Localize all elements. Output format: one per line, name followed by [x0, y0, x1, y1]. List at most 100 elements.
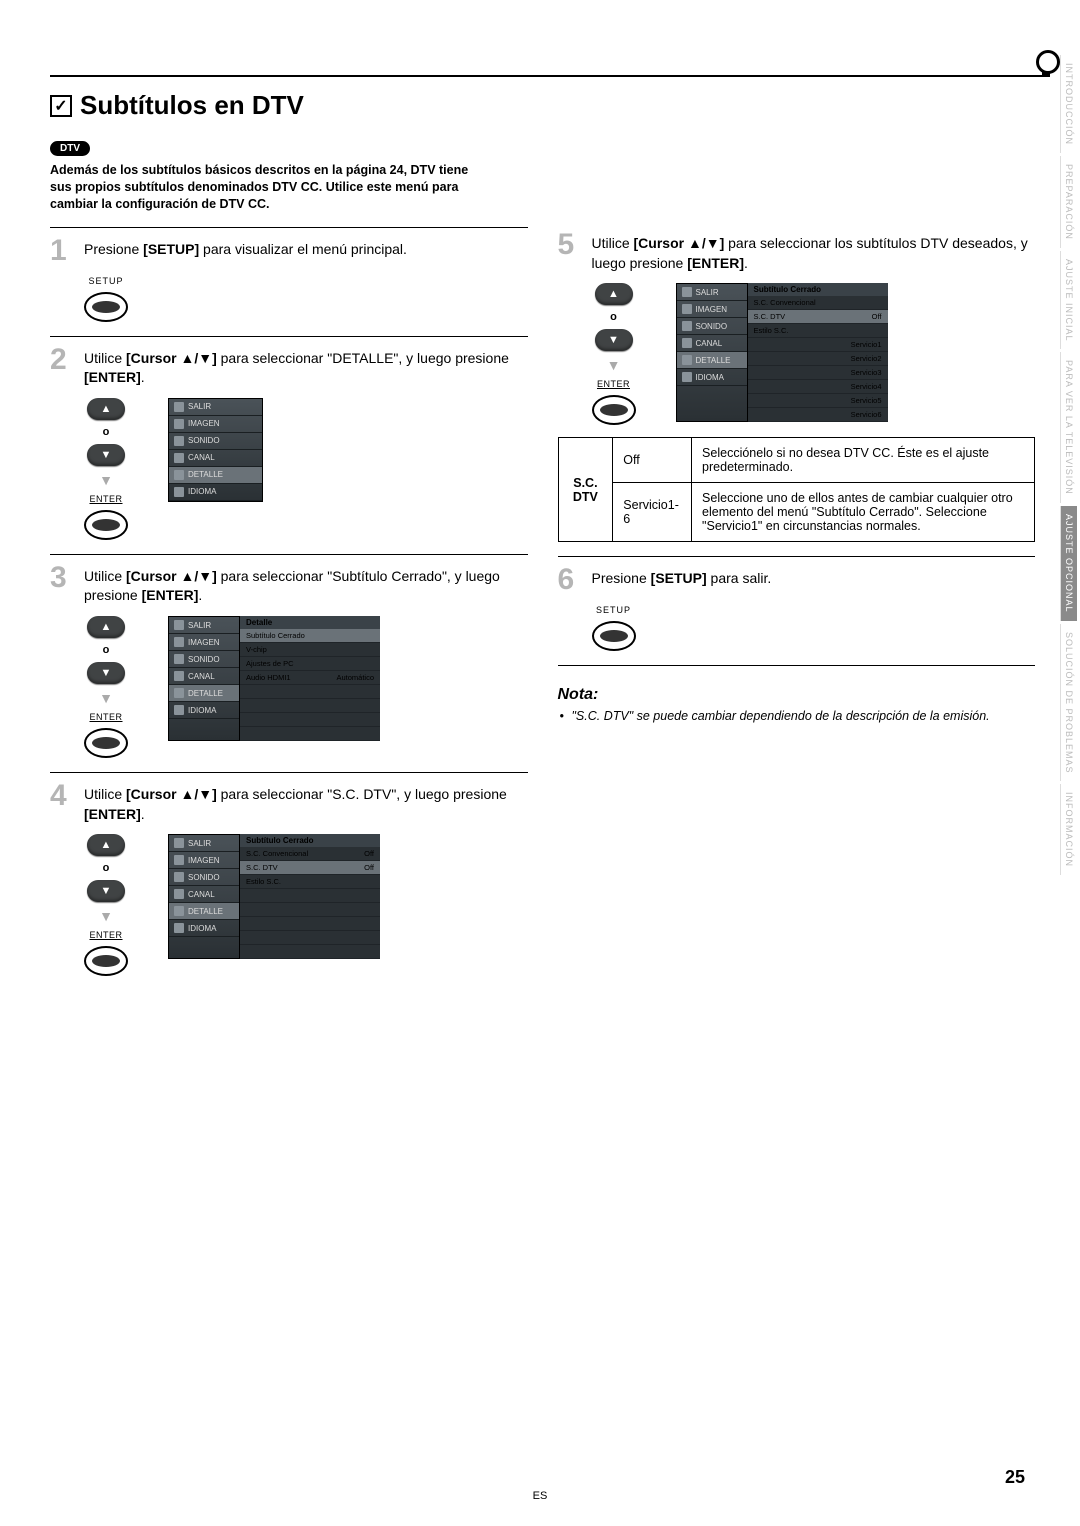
t: [Cursor ▲/▼] — [126, 568, 217, 584]
tv-menu-item: SALIR — [169, 835, 239, 852]
setup-label: SETUP — [596, 605, 631, 615]
enter-label: ENTER — [89, 712, 122, 722]
note-heading: Nota: — [558, 686, 1036, 704]
side-tab[interactable]: PREPARACIÓN — [1060, 156, 1077, 248]
tv-menu-row-empty — [240, 903, 380, 917]
t: [SETUP] — [651, 570, 707, 586]
tv-menu-row: S.C. DTVOff — [240, 861, 380, 875]
t: . — [141, 806, 145, 822]
remote-nav: ▲ o ▼ ▼ ENTER — [84, 398, 128, 540]
tv-menu-row-empty — [240, 685, 380, 699]
step-text: Utilice [Cursor ▲/▼] para seleccionar "D… — [84, 345, 528, 388]
tv-menu-row: Estilo S.C. — [240, 875, 380, 889]
down-arrow-icon: ▼ — [99, 908, 113, 924]
tv-menu-row: S.C. DTVOff — [748, 310, 888, 324]
tv-menu-row: S.C. Convencional — [748, 296, 888, 310]
footer-lang: ES — [0, 1490, 1080, 1502]
enter-button-icon — [84, 728, 128, 758]
tv-menu-item: SONIDO — [169, 433, 262, 450]
up-button-icon: ▲ — [87, 834, 125, 856]
t: para salir. — [707, 570, 772, 586]
t: Presione — [84, 241, 143, 257]
side-tab[interactable]: INFORMACIÓN — [1060, 784, 1077, 875]
t: Utilice — [592, 235, 634, 251]
t: para seleccionar "S.C. DTV", y luego pre… — [217, 786, 507, 802]
t: [Cursor ▲/▼] — [126, 350, 217, 366]
tv-menu-item: DETALLE — [677, 352, 747, 369]
tv-menu-item: CANAL — [169, 886, 239, 903]
up-button-icon: ▲ — [595, 283, 633, 305]
or-label: o — [103, 644, 110, 656]
table-cell: Servicio1-6 — [613, 483, 692, 542]
tv-menu-item: SONIDO — [677, 318, 747, 335]
tv-menu-item: SALIR — [169, 399, 262, 416]
t: [ENTER] — [84, 806, 141, 822]
side-tab[interactable]: PARA VER LA TELEVISIÓN — [1060, 352, 1077, 503]
t: ▲ — [608, 288, 619, 300]
options-table: S.C. DTV Off Selecciónelo si no desea DT… — [558, 437, 1036, 542]
down-arrow-icon: ▼ — [607, 357, 621, 373]
enter-button-icon — [84, 510, 128, 540]
step-text: Utilice [Cursor ▲/▼] para seleccionar "S… — [84, 563, 528, 606]
header-circle-icon — [1036, 50, 1060, 74]
tv-menu-row: V-chip — [240, 643, 380, 657]
side-tab[interactable]: AJUSTE INICIAL — [1060, 251, 1077, 350]
tv-menu-item: IDIOMA — [169, 484, 262, 501]
tv-menu-row-empty — [240, 727, 380, 741]
step-number: 6 — [558, 565, 584, 595]
t: ▼ — [101, 449, 112, 461]
tv-menu-item: IMAGEN — [169, 416, 262, 433]
t: [Cursor ▲/▼] — [126, 786, 217, 802]
tv-menu: SALIRIMAGENSONIDOCANALDETALLEIDIOMA — [168, 398, 263, 502]
header-rule — [50, 75, 1050, 77]
tv-menu: SALIRIMAGENSONIDOCANALDETALLEIDIOMA Subt… — [676, 283, 888, 422]
tv-menu-item: SALIR — [169, 617, 239, 634]
tv-menu: SALIRIMAGENSONIDOCANALDETALLEIDIOMA Deta… — [168, 616, 380, 741]
tv-menu-option: Servicio6 — [748, 408, 888, 422]
t: ▲ — [101, 621, 112, 633]
tv-menu-row-empty — [240, 931, 380, 945]
tv-menu-option: Servicio1 — [748, 338, 888, 352]
enter-label: ENTER — [89, 930, 122, 940]
remote-nav: ▲ o ▼ ▼ ENTER — [592, 283, 636, 425]
down-arrow-icon: ▼ — [99, 690, 113, 706]
t: [ENTER] — [84, 369, 141, 385]
remote-setup: SETUP — [84, 276, 128, 322]
tv-menu-item: SONIDO — [169, 651, 239, 668]
note-body: "S.C. DTV" se puede cambiar dependiendo … — [558, 708, 1036, 726]
setup-label: SETUP — [88, 276, 123, 286]
tv-menu-row: Ajustes de PC — [240, 657, 380, 671]
step-number: 5 — [558, 230, 584, 273]
t: Utilice — [84, 350, 126, 366]
t: . — [198, 587, 202, 603]
tv-menu-option: Servicio4 — [748, 380, 888, 394]
tv-menu-header: Subtítulo Cerrado — [240, 834, 380, 847]
side-tab[interactable]: INTRODUCCIÓN — [1060, 55, 1077, 153]
tv-menu-item: IMAGEN — [169, 634, 239, 651]
checkbox-icon: ✓ — [50, 95, 72, 117]
table-cell: Seleccione uno de ellos antes de cambiar… — [692, 483, 1035, 542]
tv-menu-item: IDIOMA — [169, 920, 239, 937]
page-number: 25 — [1005, 1467, 1025, 1488]
divider — [50, 772, 528, 773]
side-tab[interactable]: SOLUCIÓN DE PROBLEMAS — [1060, 624, 1077, 782]
tv-menu: SALIRIMAGENSONIDOCANALDETALLEIDIOMA Subt… — [168, 834, 380, 959]
tv-menu-item: DETALLE — [169, 685, 239, 702]
setup-button-icon — [592, 621, 636, 651]
side-tab[interactable]: AJUSTE OPCIONAL — [1060, 506, 1077, 621]
enter-label: ENTER — [597, 379, 630, 389]
down-button-icon: ▼ — [595, 329, 633, 351]
t: ▼ — [101, 667, 112, 679]
tv-menu-item: CANAL — [169, 450, 262, 467]
up-button-icon: ▲ — [87, 616, 125, 638]
tv-menu-row-empty — [240, 917, 380, 931]
or-label: o — [103, 862, 110, 874]
intro-text: Además de los subtítulos básicos descrit… — [50, 162, 470, 213]
tv-menu-item: SONIDO — [169, 869, 239, 886]
tv-menu-item: DETALLE — [169, 903, 239, 920]
setup-button-icon — [84, 292, 128, 322]
tv-menu-row: Audio HDMI1Automático — [240, 671, 380, 685]
t: . — [744, 255, 748, 271]
t: ▲ — [101, 403, 112, 415]
t: [ENTER] — [687, 255, 744, 271]
